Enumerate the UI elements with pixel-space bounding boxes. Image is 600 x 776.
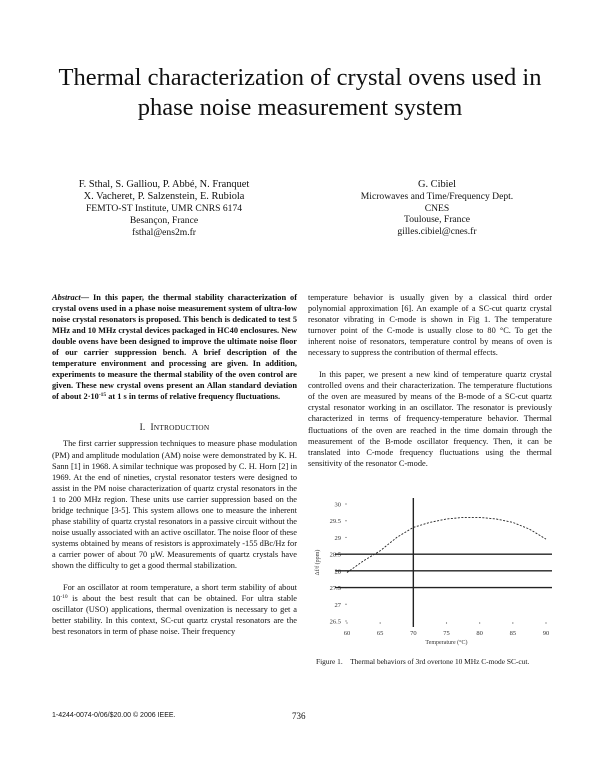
y-tick-mark bbox=[345, 520, 347, 522]
x-axis-label: Temperature (°C) bbox=[425, 639, 467, 646]
location: Toulouse, France bbox=[404, 214, 470, 226]
page-number: 736 bbox=[292, 711, 306, 721]
y-tick-label: 27 bbox=[335, 602, 342, 609]
y-tick-mark bbox=[345, 503, 347, 505]
paper-title: Thermal characterization of crystal oven… bbox=[58, 64, 542, 121]
y-tick-label: 26.5 bbox=[330, 619, 341, 626]
email: fsthal@ens2m.fr bbox=[132, 226, 196, 238]
abstract: Abstract— In this paper, the thermal sta… bbox=[52, 292, 297, 402]
y-tick-label: 28 bbox=[335, 568, 342, 575]
author-block-left: F. Sthal, S. Galliou, P. Abbé, N. Franqu… bbox=[40, 179, 288, 238]
x-tick-label: 65 bbox=[377, 630, 384, 637]
x-tick-mark bbox=[479, 622, 481, 624]
x-tick-label: 90 bbox=[543, 630, 550, 637]
abstract-exponent: -15 bbox=[98, 392, 107, 399]
y-tick-label: 29 bbox=[335, 535, 342, 542]
section-title-initial: I bbox=[150, 423, 154, 434]
x-tick-label: 60 bbox=[344, 630, 351, 637]
x-tick-mark bbox=[545, 622, 547, 624]
abstract-label: Abstract— bbox=[52, 293, 90, 302]
author-names: F. Sthal, S. Galliou, P. Abbé, N. Franqu… bbox=[78, 179, 250, 190]
department: Microwaves and Time/Frequency Dept. bbox=[360, 191, 514, 203]
caption-text: Thermal behaviors of 3rd overtone 10 MHz… bbox=[350, 657, 530, 666]
x-tick-mark bbox=[346, 622, 348, 624]
y-axis-label: Δf/f (ppm) bbox=[314, 550, 321, 576]
affiliation: FEMTO-ST Institute, UMR CNRS 6174 bbox=[85, 203, 243, 215]
y-tick-label: 30 bbox=[335, 502, 342, 509]
y-tick-label: 29.5 bbox=[330, 518, 341, 525]
y-tick-mark bbox=[345, 603, 347, 605]
y-tick-label: 27.5 bbox=[330, 585, 341, 592]
data-series-line bbox=[346, 516, 547, 573]
figure-1-chart: 30 29.5 29 28.5 28 27.5 27 26.560 65 70 75 80 85 90 Te… bbox=[314, 498, 552, 646]
y-tick-mark bbox=[345, 536, 347, 539]
x-tick-mark bbox=[512, 622, 514, 624]
email: gilles.cibiel@cnes.fr bbox=[397, 225, 477, 237]
x-tick-label: 85 bbox=[510, 630, 517, 637]
left-column: Abstract— In this paper, the thermal sta… bbox=[52, 292, 297, 637]
section-title-rest: NTRODUCTION bbox=[153, 423, 210, 433]
author-names: G. Cibiel bbox=[417, 179, 457, 190]
abstract-text-end: at 1 s in terms of relative frequency fl… bbox=[106, 392, 281, 402]
affiliation: CNES bbox=[424, 202, 450, 214]
section-heading-introduction: I. INTRODUCTION bbox=[52, 423, 297, 433]
right-column: temperature behavior is usually given by… bbox=[308, 292, 552, 469]
caption-label: Figure 1. bbox=[316, 657, 343, 666]
paragraph-text: is about the best result that can be obt… bbox=[52, 594, 297, 637]
x-tick-mark bbox=[445, 622, 448, 624]
paragraph: temperature behavior is usually given by… bbox=[308, 293, 552, 358]
paragraph: For an oscillator at room temperature, a… bbox=[52, 582, 297, 637]
section-number: I. bbox=[139, 423, 146, 434]
abstract-text: In this paper, the thermal stability cha… bbox=[52, 293, 297, 402]
x-tick-label: 80 bbox=[476, 630, 483, 637]
paragraph-text: For an oscillator at room temperature, a… bbox=[52, 583, 297, 604]
y-tick-mark bbox=[345, 620, 347, 622]
figure-caption: Figure 1. Thermal behaviors of 3rd overt… bbox=[316, 657, 556, 666]
paragraph: In this paper, we present a new kind of … bbox=[308, 370, 552, 468]
copyright-notice: 1-4244-0074-0/06/$20.00 © 2006 IEEE. bbox=[52, 712, 176, 719]
author-names: X. Vacheret, P. Salzenstein, E. Rubiola bbox=[83, 191, 245, 203]
x-tick-label: 75 bbox=[443, 630, 450, 637]
y-tick-label: 28.5 bbox=[330, 552, 341, 559]
exponent: -10 bbox=[60, 594, 68, 601]
paragraph: The first carrier suppression techniques… bbox=[52, 439, 297, 570]
author-block-right: G. Cibiel Microwaves and Time/Frequency … bbox=[318, 179, 556, 238]
x-tick-mark bbox=[379, 622, 381, 624]
location: Besançon, France bbox=[129, 215, 199, 226]
x-tick-label: 70 bbox=[410, 630, 417, 637]
